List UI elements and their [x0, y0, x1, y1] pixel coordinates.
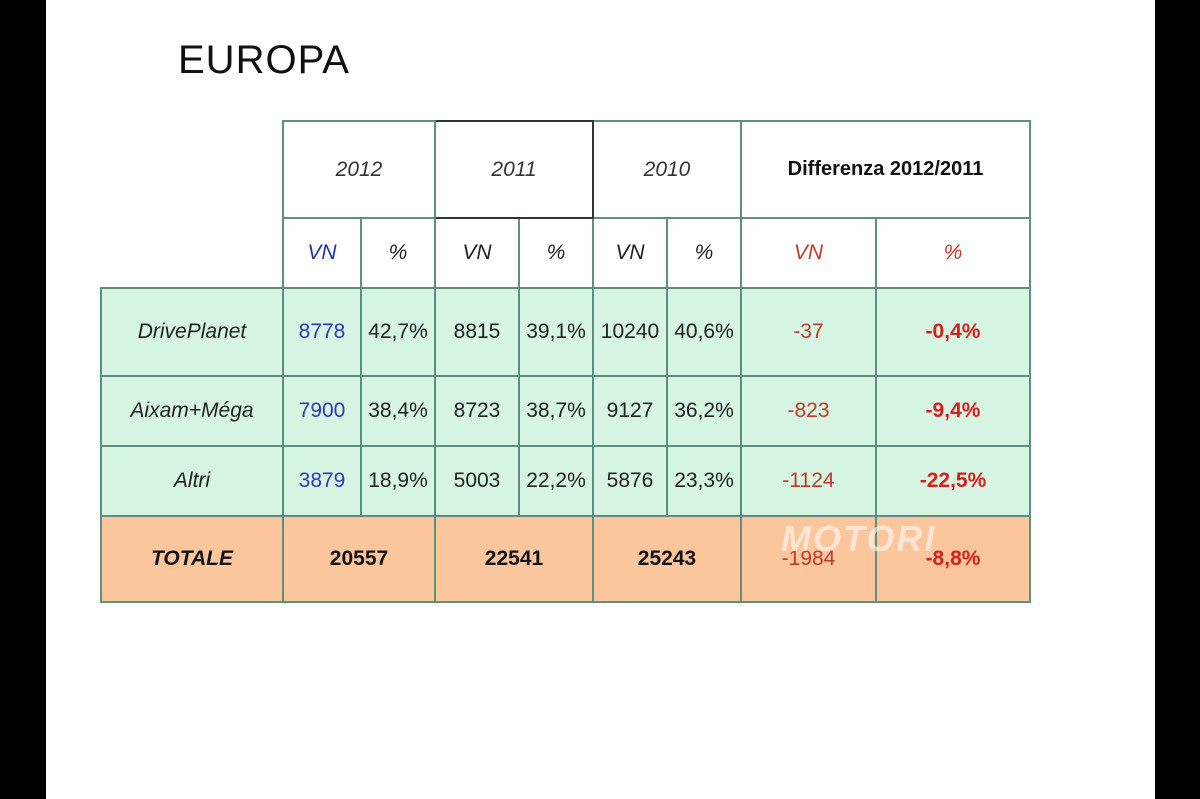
cell-pct-2011: 38,7% [518, 375, 594, 447]
total-diff-pct: -8,8% [875, 515, 1031, 603]
cell-diff-pct: -22,5% [875, 445, 1031, 517]
cell-vn-2011: 5003 [434, 445, 520, 517]
subheader-pct-2011: % [518, 217, 594, 289]
cell-pct-2011: 22,2% [518, 445, 594, 517]
sales-table: 2012 2011 2010 Differenza 2012/2011 VN %… [100, 120, 1031, 603]
cell-pct-2012: 42,7% [360, 287, 436, 377]
year-2011-header: 2011 [434, 120, 594, 219]
subheader-pct-diff: % [875, 217, 1031, 289]
cell-vn-2012: 3879 [282, 445, 362, 517]
year-2010-header: 2010 [592, 120, 742, 219]
empty-corner [101, 121, 283, 218]
cell-vn-2010: 10240 [592, 287, 668, 377]
total-label: TOTALE [100, 515, 284, 603]
total-row: TOTALE 20557 22541 25243 -1984 -8,8% [100, 515, 1031, 603]
slide: EUROPA 2012 2011 2010 Differenza 2012/20… [46, 0, 1155, 799]
subheader-row: VN % VN % VN % VN % [101, 217, 1031, 289]
cell-pct-2012: 38,4% [360, 375, 436, 447]
subheader-pct-2010: % [666, 217, 742, 289]
cell-vn-2012: 8778 [282, 287, 362, 377]
cell-pct-2012: 18,9% [360, 445, 436, 517]
total-2011: 22541 [434, 515, 594, 603]
row-label: DrivePlanet [100, 287, 284, 377]
cell-vn-2011: 8723 [434, 375, 520, 447]
total-2012: 20557 [282, 515, 436, 603]
cell-pct-2011: 39,1% [518, 287, 594, 377]
subheader-vn-diff: VN [740, 217, 877, 289]
row-label: Altri [100, 445, 284, 517]
cell-diff-vn: -37 [740, 287, 877, 377]
empty-corner-sub [101, 218, 283, 288]
difference-header: Differenza 2012/2011 [740, 120, 1031, 219]
subheader-vn-2011: VN [434, 217, 520, 289]
subheader-vn-2012: VN [282, 217, 362, 289]
row-label: Aixam+Méga [100, 375, 284, 447]
table-row: Altri 3879 18,9% 5003 22,2% 5876 23,3% -… [100, 445, 1031, 517]
cell-diff-vn: -823 [740, 375, 877, 447]
total-diff-vn: -1984 [740, 515, 877, 603]
cell-diff-pct: -0,4% [875, 287, 1031, 377]
subheader-vn-2010: VN [592, 217, 668, 289]
year-2012-header: 2012 [282, 120, 436, 219]
cell-vn-2010: 9127 [592, 375, 668, 447]
cell-pct-2010: 40,6% [666, 287, 742, 377]
slide-title: EUROPA [178, 38, 350, 82]
subheader-pct-2012: % [360, 217, 436, 289]
cell-vn-2011: 8815 [434, 287, 520, 377]
cell-diff-vn: -1124 [740, 445, 877, 517]
cell-pct-2010: 23,3% [666, 445, 742, 517]
cell-vn-2010: 5876 [592, 445, 668, 517]
table-row: Aixam+Méga 7900 38,4% 8723 38,7% 9127 36… [100, 375, 1031, 447]
cell-vn-2012: 7900 [282, 375, 362, 447]
cell-diff-pct: -9,4% [875, 375, 1031, 447]
year-header-row: 2012 2011 2010 Differenza 2012/2011 [101, 120, 1031, 219]
total-2010: 25243 [592, 515, 742, 603]
table-row: DrivePlanet 8778 42,7% 8815 39,1% 10240 … [100, 287, 1031, 377]
cell-pct-2010: 36,2% [666, 375, 742, 447]
